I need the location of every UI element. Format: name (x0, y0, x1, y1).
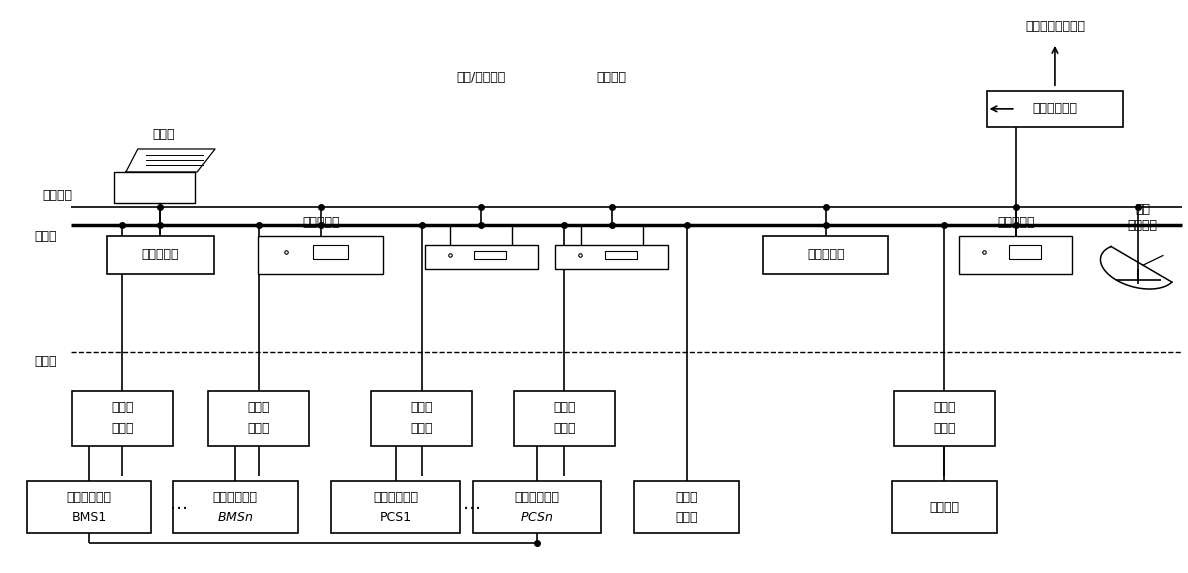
Bar (26, 481, 152, 533)
Text: 打印机: 打印机 (153, 128, 175, 141)
Bar (605, 250, 637, 259)
Bar (71, 391, 173, 446)
Text: BMS1: BMS1 (71, 511, 107, 524)
Bar (450, 226, 512, 252)
Text: 数据服务器: 数据服务器 (302, 215, 340, 229)
Text: 对时网络: 对时网络 (42, 189, 72, 202)
Text: 时间: 时间 (1136, 203, 1150, 215)
Text: 工程师站: 工程师站 (596, 71, 627, 84)
Text: 信设备: 信设备 (411, 422, 432, 435)
Text: 网络打印机: 网络打印机 (141, 249, 179, 261)
Bar (474, 250, 506, 259)
Text: 网络通: 网络通 (248, 402, 270, 414)
Text: PCS1: PCS1 (379, 511, 412, 524)
Bar (634, 481, 739, 533)
Text: 信设备: 信设备 (248, 422, 270, 435)
Text: 能量转换系统: 能量转换系统 (514, 492, 560, 504)
Text: 能量转换系统: 能量转换系统 (373, 492, 418, 504)
Bar (892, 481, 997, 533)
Text: 电池管理系统: 电池管理系统 (213, 492, 258, 504)
Bar (555, 245, 668, 269)
Text: …: … (462, 495, 481, 513)
Bar (986, 91, 1123, 127)
Text: 控设备: 控设备 (676, 511, 697, 524)
Text: 应用服务器: 应用服务器 (807, 249, 845, 261)
Text: 间隔层: 间隔层 (34, 355, 56, 368)
Bar (959, 236, 1072, 273)
Text: 网络通: 网络通 (112, 402, 133, 414)
Bar (513, 391, 615, 446)
Text: 信设备: 信设备 (554, 422, 575, 435)
Text: 远动工作站: 远动工作站 (997, 215, 1035, 229)
Bar (331, 481, 460, 533)
Bar (371, 391, 473, 446)
Text: 主机/操作员站: 主机/操作员站 (456, 71, 506, 84)
Text: 网络通: 网络通 (554, 402, 575, 414)
Bar (1009, 245, 1041, 258)
Text: 二次安防设备: 二次安防设备 (1032, 103, 1078, 115)
Text: 网络通: 网络通 (934, 402, 955, 414)
Bar (209, 391, 309, 446)
Bar (114, 172, 195, 203)
Text: 上级监控管理系统: 上级监控管理系统 (1025, 20, 1085, 33)
Bar (581, 226, 643, 252)
Text: 同步系统: 同步系统 (1127, 219, 1158, 231)
Text: 信设备: 信设备 (934, 422, 955, 435)
Bar (107, 236, 214, 273)
Bar (473, 481, 601, 533)
Text: 保护测: 保护测 (676, 492, 697, 504)
Text: 其他设备: 其他设备 (929, 501, 960, 513)
Bar (314, 245, 348, 258)
Bar (763, 236, 887, 273)
Bar (893, 391, 996, 446)
Text: BMS$n$: BMS$n$ (217, 511, 253, 524)
Text: 信设备: 信设备 (112, 422, 133, 435)
Text: …: … (170, 495, 189, 513)
Bar (173, 481, 297, 533)
Polygon shape (126, 149, 215, 172)
Text: 电池管理系统: 电池管理系统 (67, 492, 112, 504)
Bar (259, 236, 383, 273)
Text: 站控层: 站控层 (34, 230, 56, 244)
Bar (425, 245, 537, 269)
Text: PCS$n$: PCS$n$ (520, 511, 554, 524)
Text: 网络通: 网络通 (411, 402, 432, 414)
